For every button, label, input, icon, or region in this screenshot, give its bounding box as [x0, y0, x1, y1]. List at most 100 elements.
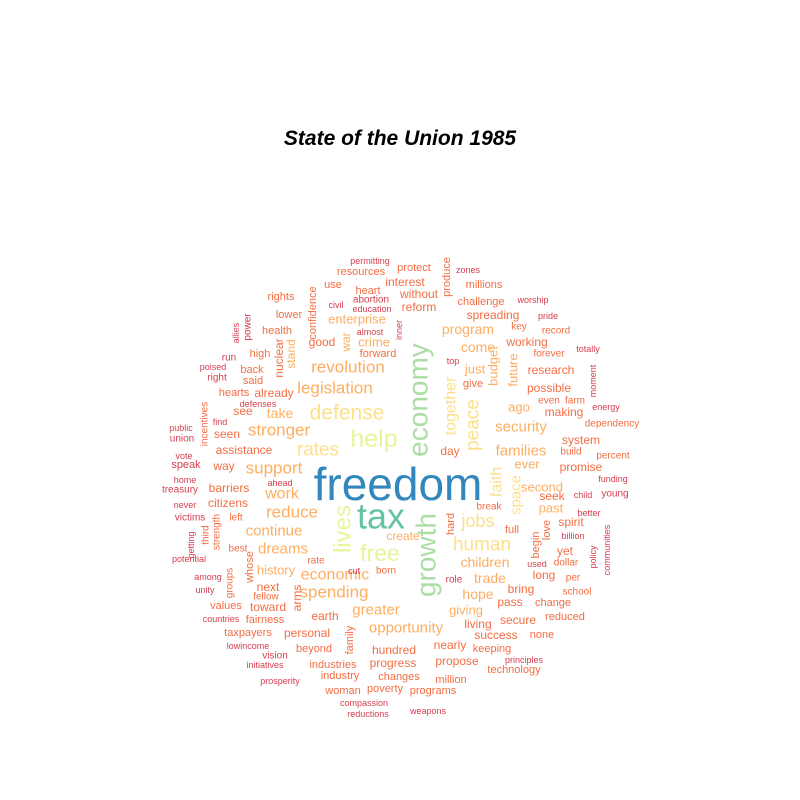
word-find: find — [213, 417, 228, 427]
word-stand: stand — [284, 339, 298, 368]
word-totally: totally — [576, 344, 600, 354]
word-key: key — [511, 322, 527, 333]
word-personal: personal — [284, 626, 330, 640]
word-citizens: citizens — [208, 496, 248, 510]
word-incentives: incentives — [200, 402, 211, 446]
word-farm: farm — [565, 396, 585, 407]
word-children: children — [460, 554, 509, 570]
word-propose: propose — [435, 654, 479, 668]
word-growth: growth — [411, 513, 442, 597]
word-hard: hard — [445, 513, 457, 535]
word-spirit: spirit — [558, 515, 584, 529]
word-economic: economic — [301, 567, 369, 584]
word-ahead: ahead — [267, 478, 292, 488]
word-forward: forward — [360, 348, 397, 360]
word-past: past — [539, 501, 564, 516]
word-family: family — [344, 625, 356, 654]
word-economy: economy — [403, 343, 434, 457]
word-just: just — [464, 362, 486, 377]
word-peace: peace — [463, 399, 484, 451]
word-love: love — [541, 520, 553, 540]
word-hundred: hundred — [372, 643, 416, 657]
word-changes: changes — [378, 671, 420, 683]
word-none: none — [530, 629, 554, 641]
word-vote: vote — [175, 451, 192, 461]
word-initiatives: initiatives — [246, 660, 284, 670]
word-break: break — [476, 502, 502, 513]
word-right: right — [207, 373, 227, 384]
word-day: day — [440, 444, 459, 458]
word-victims: victims — [175, 513, 206, 524]
word-communities: communities — [602, 524, 612, 575]
word-give: give — [463, 378, 483, 390]
word-better: better — [577, 508, 600, 518]
word-heart: heart — [355, 285, 380, 297]
word-continue: continue — [246, 523, 303, 540]
word-hearts: hearts — [219, 387, 250, 399]
word-spending: spending — [299, 583, 368, 602]
word-progress: progress — [370, 656, 417, 670]
word-keeping: keeping — [473, 643, 512, 655]
word-permitting: permitting — [350, 256, 390, 266]
word-support: support — [246, 459, 303, 478]
word-next: next — [257, 580, 280, 594]
word-families: families — [496, 443, 547, 460]
word-good: good — [309, 335, 336, 349]
word-speak: speak — [171, 459, 201, 471]
word-history: history — [257, 563, 296, 578]
word-system: system — [562, 433, 600, 447]
word-second: second — [521, 480, 563, 495]
word-use: use — [324, 279, 342, 291]
word-forever: forever — [533, 349, 565, 360]
word-back: back — [240, 364, 264, 376]
word-arms: arms — [290, 585, 304, 612]
word-public: public — [169, 423, 193, 433]
word-used: used — [527, 559, 547, 569]
word-almost: almost — [357, 327, 384, 337]
word-challenge: challenge — [457, 296, 504, 308]
word-per: per — [566, 573, 581, 584]
word-assistance: assistance — [216, 443, 273, 457]
word-worship: worship — [516, 295, 548, 305]
word-program: program — [442, 321, 494, 337]
word-millions: millions — [466, 279, 503, 291]
word-protect: protect — [397, 262, 431, 274]
word-young: young — [601, 489, 628, 500]
word-stronger: stronger — [248, 421, 311, 440]
word-working: working — [505, 335, 547, 349]
word-third: third — [201, 525, 212, 544]
word-reductions: reductions — [347, 709, 389, 719]
word-strength: strength — [212, 514, 223, 550]
word-rights: rights — [268, 291, 295, 303]
word-woman: woman — [324, 685, 360, 697]
word-come: come — [461, 339, 495, 355]
word-enterprise: enterprise — [328, 312, 386, 327]
word-run: run — [222, 353, 236, 364]
word-already: already — [254, 386, 293, 400]
word-programs: programs — [410, 685, 457, 697]
word-freedom: freedom — [314, 458, 483, 510]
word-taxpayers: taxpayers — [224, 627, 272, 639]
word-zones: zones — [456, 265, 481, 275]
word-promise: promise — [560, 460, 603, 474]
word-see: see — [233, 404, 253, 418]
word-begin: begin — [530, 532, 542, 559]
word-among: among — [194, 572, 222, 582]
word-countries: countries — [203, 614, 240, 624]
word-technology: technology — [487, 664, 541, 676]
word-best: best — [229, 544, 248, 555]
word-potential: potential — [172, 554, 206, 564]
word-even: even — [538, 396, 560, 407]
word-energy: energy — [592, 402, 620, 412]
word-pride: pride — [538, 311, 558, 321]
word-work: work — [264, 486, 300, 503]
word-crime: crime — [358, 335, 390, 350]
word-interest: interest — [385, 275, 425, 289]
word-home: home — [174, 475, 197, 485]
word-child: child — [574, 490, 593, 500]
word-left: left — [229, 513, 243, 524]
word-produce: produce — [441, 257, 453, 297]
word-jobs: jobs — [460, 511, 494, 531]
word-never: never — [174, 500, 197, 510]
